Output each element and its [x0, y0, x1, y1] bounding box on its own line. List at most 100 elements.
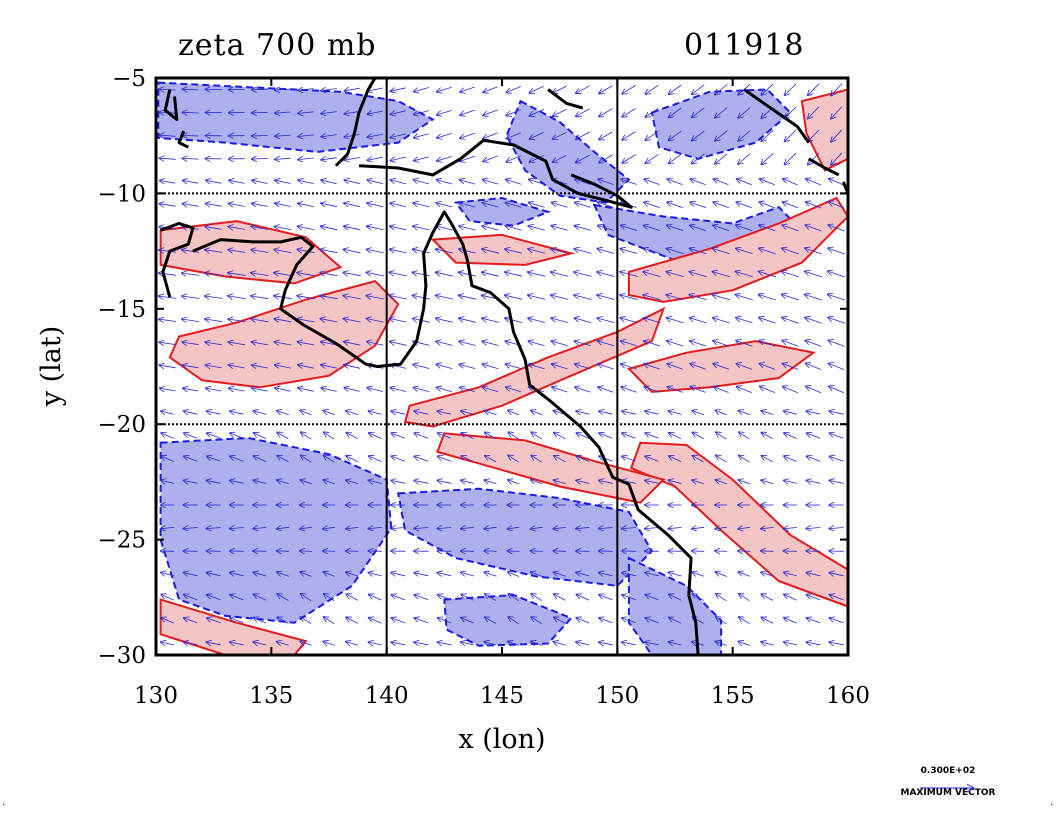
wind-vector [252, 180, 268, 183]
wind-vector [715, 84, 728, 95]
wind-vector [390, 249, 407, 254]
wind-vector [784, 528, 798, 529]
wind-vector [390, 296, 407, 300]
wind-vector [230, 642, 244, 645]
wind-vector [390, 203, 407, 208]
wind-vector [182, 342, 199, 345]
wind-vector [459, 318, 476, 323]
wind-vector [552, 203, 568, 208]
wind-vector [459, 249, 476, 254]
wind-vector [531, 617, 543, 625]
wind-vector [275, 227, 292, 230]
wind-vector [739, 480, 751, 484]
coastline [177, 130, 189, 149]
wind-vector [414, 156, 429, 161]
wind-vector [344, 319, 361, 322]
wind-vector [508, 455, 519, 463]
wind-vector [252, 388, 268, 391]
wind-vector [254, 456, 267, 462]
wind-vector [759, 341, 776, 347]
wind-vector [761, 642, 774, 645]
wind-vector [784, 595, 797, 601]
wind-vector [692, 153, 705, 164]
wind-vector [183, 89, 199, 90]
wind-vector [576, 85, 590, 93]
wind-vector [482, 341, 499, 346]
wind-vector [275, 388, 291, 391]
wind-vector [297, 273, 315, 276]
wind-vector [391, 481, 406, 484]
wind-vector [207, 456, 221, 462]
wind-vector [552, 387, 568, 393]
wind-vector [645, 528, 659, 529]
wind-vector [644, 202, 660, 208]
wind-vector [252, 158, 268, 159]
wind-vector [277, 572, 289, 577]
wind-vector [461, 411, 474, 415]
wind-vector [485, 642, 497, 646]
wind-vector [254, 594, 267, 601]
wind-vector [621, 179, 637, 185]
wind-vector [574, 318, 592, 323]
wind-vector [483, 155, 498, 162]
wind-vector [829, 528, 844, 529]
wind-vector [830, 433, 844, 439]
wind-vector [228, 250, 246, 253]
wind-vector [482, 249, 499, 254]
wind-vector [737, 179, 752, 186]
wind-vector [254, 618, 267, 624]
wind-vector [577, 433, 590, 439]
wind-vector [159, 250, 177, 252]
wind-vector [301, 594, 312, 602]
wind-vector [368, 157, 383, 160]
wind-vector [321, 158, 337, 160]
wind-vector [482, 226, 499, 231]
wind-vector [808, 83, 820, 96]
wind-vector [206, 365, 222, 368]
wind-vector [759, 225, 776, 232]
wind-vector [715, 551, 728, 552]
wind-vector [531, 642, 543, 646]
wind-vector [321, 180, 337, 184]
wind-vector [298, 342, 315, 345]
wind-vector [668, 179, 683, 185]
wind-vector [736, 295, 753, 301]
wind-vector [554, 480, 566, 483]
wind-vector [275, 135, 291, 136]
wind-vector [182, 250, 200, 253]
wind-vector [323, 411, 335, 416]
wind-vector [252, 365, 268, 368]
wind-vector [806, 363, 822, 370]
wind-vector [716, 432, 727, 440]
wind-vector [599, 131, 613, 140]
wind-vector [828, 317, 845, 324]
wind-vector [161, 573, 175, 576]
wind-vector [807, 573, 821, 576]
wind-vector [783, 202, 799, 209]
wind-vector [530, 85, 544, 93]
x-axis-label: x (lon) [458, 724, 545, 755]
wind-vector [506, 132, 521, 139]
wind-vector [207, 433, 221, 439]
coastline [160, 221, 195, 298]
wind-vector [367, 226, 384, 230]
wind-vector [667, 364, 683, 370]
vector-legend: 0.300E+02 MAXIMUM VECTOR [888, 766, 1008, 798]
wind-vector [597, 318, 615, 324]
wind-vector [669, 411, 682, 415]
wind-vector [391, 411, 406, 414]
wind-vector [692, 527, 705, 529]
wind-vector [831, 106, 843, 119]
y-tick-label: −30 [97, 643, 146, 669]
wind-vector [182, 273, 200, 275]
wind-vector [736, 248, 753, 255]
wind-vector [459, 341, 476, 346]
wind-vector [484, 527, 497, 529]
wind-vector [391, 111, 406, 115]
wind-vector [436, 203, 453, 208]
wind-vector [713, 295, 730, 301]
wind-vector [737, 387, 752, 393]
wind-vector [320, 273, 338, 276]
wind-vector [782, 225, 799, 232]
wind-vector [277, 617, 289, 624]
